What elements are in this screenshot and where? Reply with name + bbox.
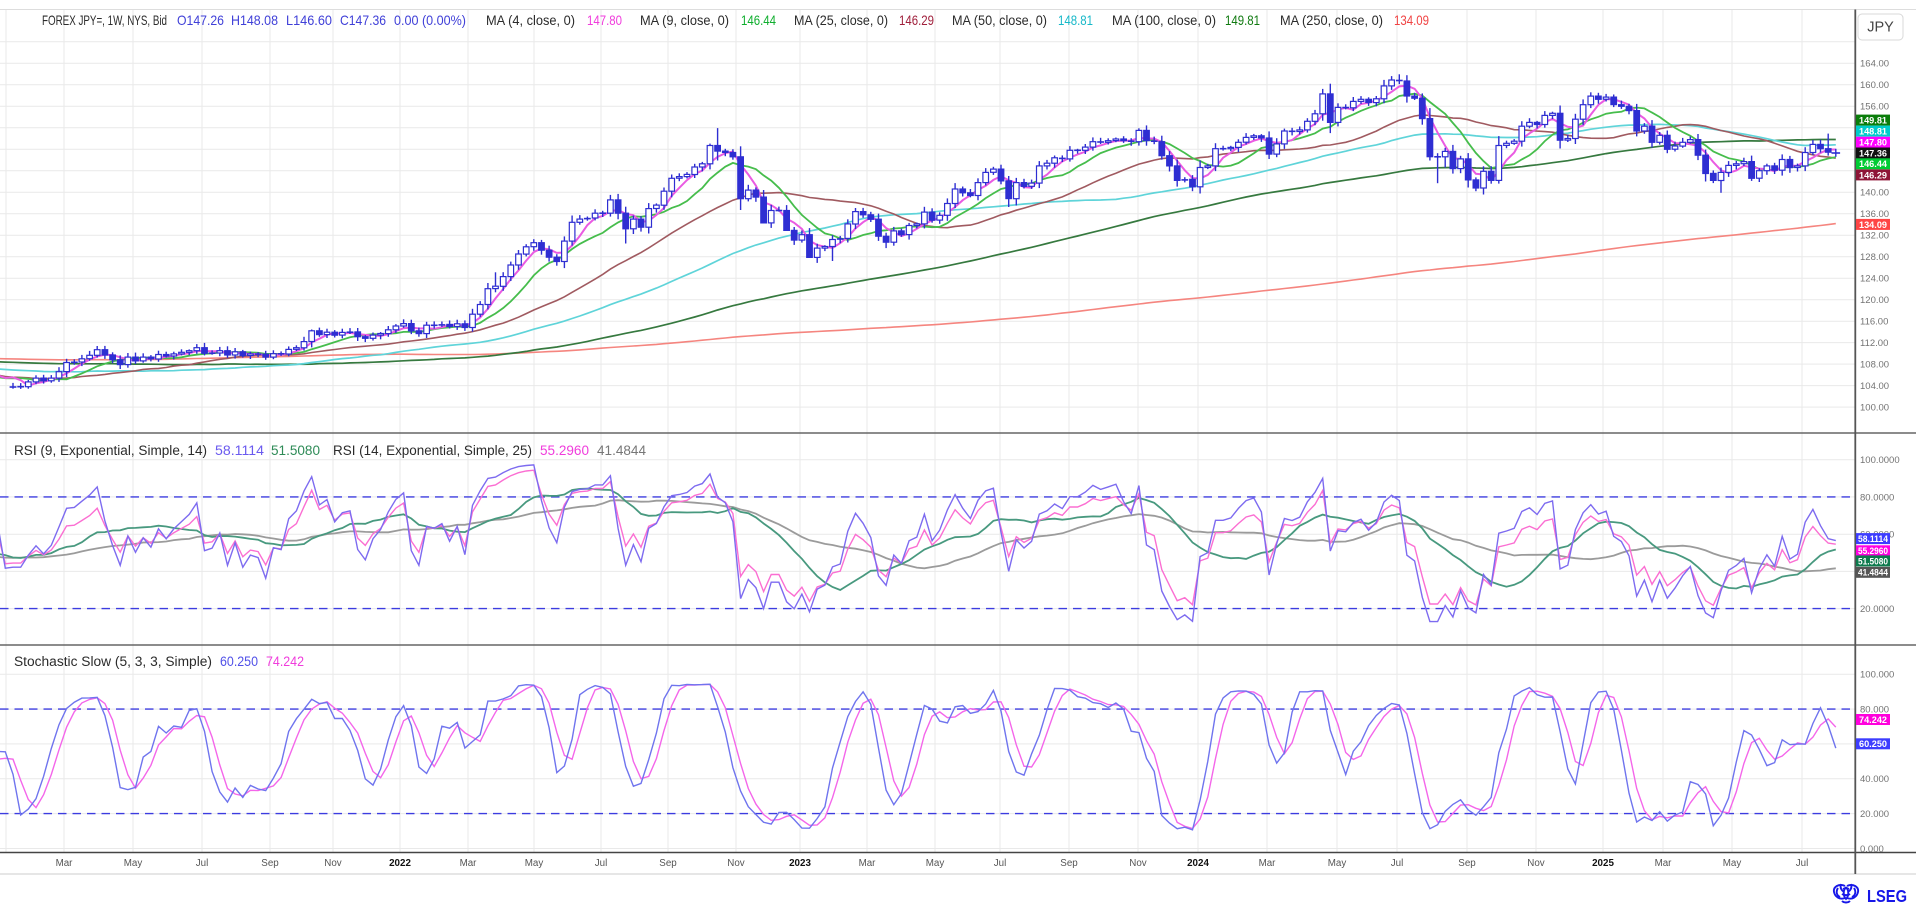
svg-text:Sep: Sep bbox=[1458, 858, 1476, 869]
svg-text:Mar: Mar bbox=[1259, 858, 1277, 869]
svg-text:74.242: 74.242 bbox=[266, 654, 304, 669]
svg-text:100.000: 100.000 bbox=[1860, 670, 1894, 681]
svg-text:100.0000: 100.0000 bbox=[1860, 455, 1900, 466]
svg-text:120.00: 120.00 bbox=[1860, 295, 1889, 306]
svg-text:Mar: Mar bbox=[859, 858, 877, 869]
svg-text:MA (100, close, 0): MA (100, close, 0) bbox=[1112, 12, 1216, 28]
svg-text:Jul: Jul bbox=[1391, 858, 1404, 869]
svg-text:May: May bbox=[1723, 858, 1742, 869]
svg-text:Sep: Sep bbox=[261, 858, 279, 869]
svg-text:147.80: 147.80 bbox=[587, 12, 622, 28]
svg-text:41.4844: 41.4844 bbox=[597, 443, 646, 458]
svg-text:MA (50, close, 0): MA (50, close, 0) bbox=[952, 12, 1047, 28]
svg-text:74.242: 74.242 bbox=[1859, 715, 1887, 726]
svg-text:148.81: 148.81 bbox=[1058, 12, 1093, 28]
svg-text:60.250: 60.250 bbox=[1859, 739, 1887, 750]
svg-text:128.00: 128.00 bbox=[1860, 252, 1889, 263]
svg-text:146.29: 146.29 bbox=[899, 12, 934, 28]
svg-text:108.00: 108.00 bbox=[1860, 360, 1889, 371]
svg-text:Mar: Mar bbox=[460, 858, 478, 869]
svg-text:Sep: Sep bbox=[1060, 858, 1078, 869]
svg-text:160.00: 160.00 bbox=[1860, 80, 1889, 91]
svg-text:Jul: Jul bbox=[1796, 858, 1809, 869]
svg-text:MA (4, close, 0): MA (4, close, 0) bbox=[486, 12, 575, 28]
svg-text:149.81: 149.81 bbox=[1859, 116, 1888, 127]
svg-text:Nov: Nov bbox=[324, 858, 342, 869]
svg-text:51.5080: 51.5080 bbox=[1858, 556, 1888, 567]
svg-text:JPY: JPY bbox=[1867, 20, 1894, 36]
svg-text:MA (25, close, 0): MA (25, close, 0) bbox=[794, 12, 888, 28]
svg-text:May: May bbox=[525, 858, 544, 869]
svg-text:Sep: Sep bbox=[659, 858, 677, 869]
svg-text:20.000: 20.000 bbox=[1860, 809, 1889, 820]
svg-text:Nov: Nov bbox=[1527, 858, 1545, 869]
svg-text:C147.36: C147.36 bbox=[340, 12, 386, 28]
svg-text:FOREX JPY=, 1W, NYS, Bid: FOREX JPY=, 1W, NYS, Bid bbox=[42, 12, 167, 28]
svg-text:Nov: Nov bbox=[1129, 858, 1147, 869]
svg-text:156.00: 156.00 bbox=[1860, 102, 1889, 113]
svg-text:L146.60: L146.60 bbox=[286, 12, 332, 28]
svg-text:0.000: 0.000 bbox=[1860, 844, 1884, 855]
svg-text:60.250: 60.250 bbox=[220, 654, 258, 669]
svg-text:136.00: 136.00 bbox=[1860, 209, 1889, 220]
svg-text:2024: 2024 bbox=[1187, 858, 1209, 869]
svg-text:146.44: 146.44 bbox=[741, 12, 776, 28]
svg-text:147.36: 147.36 bbox=[1859, 148, 1887, 159]
svg-text:146.44: 146.44 bbox=[1859, 159, 1888, 170]
svg-text:RSI (14, Exponential, Simple,: RSI (14, Exponential, Simple, 25) bbox=[333, 443, 532, 458]
svg-text:124.00: 124.00 bbox=[1860, 274, 1889, 285]
svg-text:149.81: 149.81 bbox=[1225, 12, 1260, 28]
svg-text:LSEG: LSEG bbox=[1867, 886, 1907, 905]
svg-text:58.1114: 58.1114 bbox=[215, 443, 265, 458]
svg-text:104.00: 104.00 bbox=[1860, 381, 1889, 392]
svg-text:MA (250, close, 0): MA (250, close, 0) bbox=[1280, 12, 1383, 28]
svg-text:20.0000: 20.0000 bbox=[1860, 604, 1894, 615]
svg-text:May: May bbox=[926, 858, 945, 869]
svg-text:2023: 2023 bbox=[789, 858, 811, 869]
svg-text:2022: 2022 bbox=[389, 858, 411, 869]
svg-text:O147.26: O147.26 bbox=[177, 12, 224, 28]
svg-text:58.1114: 58.1114 bbox=[1858, 534, 1889, 545]
svg-text:Nov: Nov bbox=[727, 858, 745, 869]
svg-text:May: May bbox=[124, 858, 143, 869]
svg-text:55.2960: 55.2960 bbox=[1858, 546, 1888, 557]
svg-text:80.000: 80.000 bbox=[1860, 705, 1889, 716]
svg-text:0.00 (0.00%): 0.00 (0.00%) bbox=[394, 12, 466, 28]
svg-text:134.09: 134.09 bbox=[1394, 12, 1429, 28]
svg-text:40.000: 40.000 bbox=[1860, 774, 1889, 785]
svg-text:100.00: 100.00 bbox=[1860, 403, 1889, 414]
svg-text:MA (9, close, 0): MA (9, close, 0) bbox=[640, 12, 729, 28]
svg-text:Mar: Mar bbox=[56, 858, 74, 869]
svg-text:132.00: 132.00 bbox=[1860, 231, 1889, 242]
svg-text:80.0000: 80.0000 bbox=[1860, 492, 1894, 503]
svg-text:147.80: 147.80 bbox=[1859, 138, 1887, 149]
svg-text:Mar: Mar bbox=[1655, 858, 1673, 869]
svg-text:Jul: Jul bbox=[196, 858, 209, 869]
svg-text:2025: 2025 bbox=[1592, 858, 1614, 869]
svg-text:134.09: 134.09 bbox=[1859, 220, 1887, 231]
svg-text:51.5080: 51.5080 bbox=[271, 443, 320, 458]
svg-text:Jul: Jul bbox=[595, 858, 608, 869]
svg-text:RSI (9, Exponential, Simple, 1: RSI (9, Exponential, Simple, 14) bbox=[14, 443, 207, 458]
svg-text:148.81: 148.81 bbox=[1859, 127, 1888, 138]
svg-text:Stochastic Slow (5, 3, 3, Simp: Stochastic Slow (5, 3, 3, Simple) bbox=[14, 654, 212, 669]
svg-text:May: May bbox=[1328, 858, 1347, 869]
svg-text:112.00: 112.00 bbox=[1860, 338, 1888, 349]
svg-text:116.00: 116.00 bbox=[1860, 317, 1888, 328]
svg-text:146.29: 146.29 bbox=[1859, 170, 1887, 181]
svg-text:164.00: 164.00 bbox=[1860, 59, 1889, 70]
svg-text:41.4844: 41.4844 bbox=[1858, 568, 1889, 579]
svg-text:H148.08: H148.08 bbox=[231, 12, 278, 28]
svg-text:Jul: Jul bbox=[994, 858, 1007, 869]
svg-text:140.00: 140.00 bbox=[1860, 188, 1889, 199]
svg-text:55.2960: 55.2960 bbox=[540, 443, 589, 458]
